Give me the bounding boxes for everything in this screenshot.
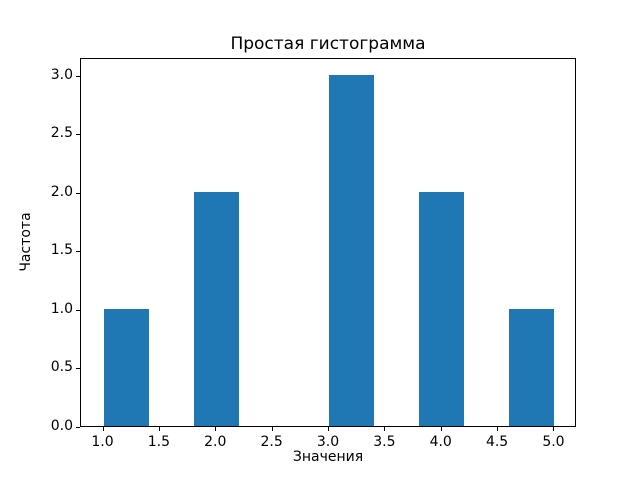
y-tick-label: 2.0: [50, 183, 73, 200]
y-tick-label: 0.0: [50, 418, 73, 434]
y-tick-mark: [76, 309, 80, 311]
y-tick-mark: [76, 251, 80, 253]
x-tick-mark: [440, 427, 442, 431]
x-tick-label: 4.5: [485, 434, 509, 450]
y-tick-label: 3.0: [50, 66, 73, 83]
y-tick-mark: [76, 427, 80, 428]
bars-layer: [81, 59, 575, 426]
plot-area: [80, 58, 576, 427]
histogram-bar: [193, 191, 239, 426]
x-tick-mark: [102, 427, 104, 431]
histogram-bar: [103, 308, 149, 426]
y-tick-mark: [76, 192, 80, 194]
chart-title: Простая гистограмма: [230, 34, 426, 54]
y-tick-mark: [76, 75, 80, 77]
y-tick-label: 0.5: [50, 359, 73, 376]
x-tick-label: 1.5: [147, 434, 171, 450]
x-tick-label: 5.0: [542, 434, 565, 450]
x-tick-label: 3.0: [316, 434, 340, 450]
x-tick-mark: [553, 427, 555, 431]
x-tick-mark: [328, 427, 329, 431]
x-axis-label: Значения: [292, 449, 364, 465]
x-tick-mark: [497, 427, 499, 431]
histogram-bar: [509, 308, 555, 426]
x-tick-mark: [158, 427, 160, 431]
y-tick-mark: [76, 134, 80, 136]
x-tick-label: 2.0: [204, 434, 227, 450]
y-tick-mark: [76, 368, 80, 370]
histogram-bar: [419, 191, 465, 426]
x-tick-mark: [215, 427, 217, 431]
x-tick-label: 1.0: [91, 434, 114, 450]
x-tick-mark: [271, 427, 273, 431]
y-tick-label: 2.5: [50, 125, 73, 142]
y-tick-label: 1.5: [50, 242, 73, 259]
x-tick-label: 3.5: [373, 434, 396, 450]
x-tick-label: 2.5: [260, 434, 283, 450]
y-tick-label: 1.0: [50, 300, 73, 317]
x-tick-mark: [384, 427, 386, 431]
x-tick-label: 4.0: [429, 434, 452, 450]
histogram-bar: [329, 74, 375, 426]
